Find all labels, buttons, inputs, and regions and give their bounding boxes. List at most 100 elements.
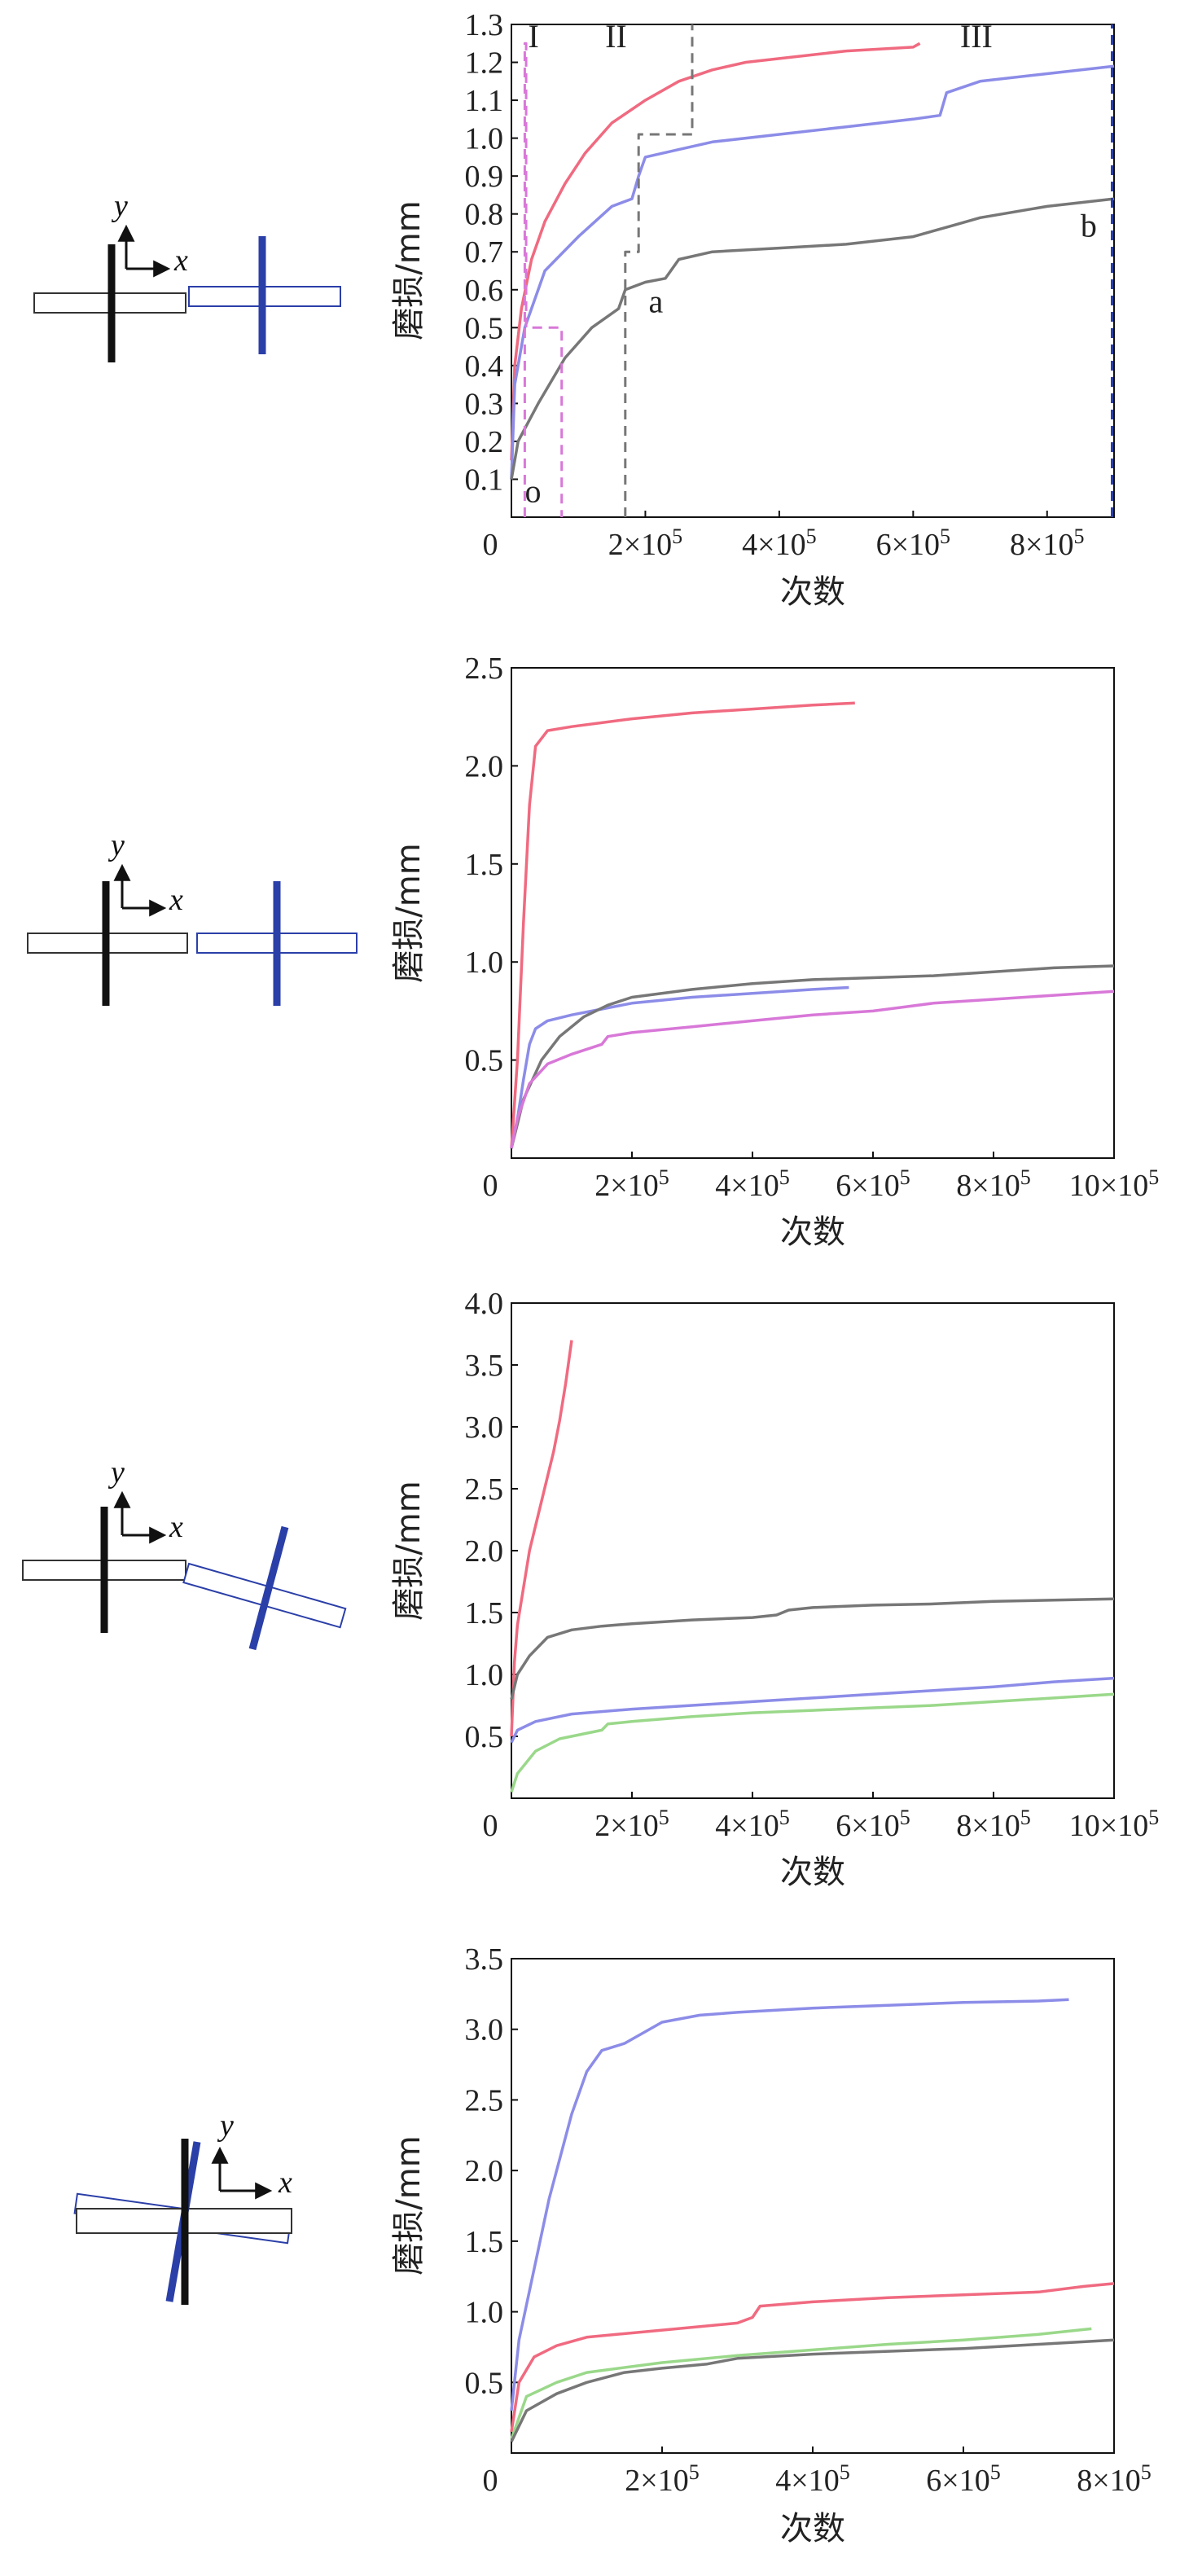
series-4-line [510,990,1115,1149]
x-tick-label: 0 [483,2464,498,2498]
plot-frame [511,24,1115,518]
y-tick-label: 4.0 [465,1287,504,1321]
chart-4: 0.5 1.0 1.5 2.0 2.5 3.0 3.5 0 2×105 4×105 6×105 8×… [390,1942,1152,2547]
y-tick-label: 1.3 [465,8,504,42]
y-tick-label: 2.5 [465,2083,504,2117]
x-tick-label: 2×105 [594,1806,669,1843]
schematic-4: y x [73,2109,292,2305]
y-tick-label: 0.5 [465,2366,504,2400]
y-tick-label: 3.5 [465,1349,504,1383]
series-3-line [510,197,1115,480]
series-1-line [510,701,855,1149]
x-tick-label: 4×105 [715,1165,789,1203]
schematic-1: y x [33,189,341,362]
x-axis-title: 次数 [780,573,845,611]
series-4-line [510,1692,1115,1793]
y-tick-label: 0.6 [465,274,504,308]
y-tick-label: 0.3 [465,387,504,421]
y-tick-label: 3.0 [465,2013,504,2047]
series-1-line [510,1340,573,1737]
annotation: III [960,18,993,55]
y-tick-label: 0.5 [465,311,504,345]
y-tick-label: 2.0 [465,1534,504,1569]
y-axis-label: y [107,828,125,862]
y-tick-label: 0.1 [465,463,504,497]
x-tick-label: 6×105 [926,2460,1000,2498]
series-4-line [510,2338,1115,2442]
y-tick-label: 3.0 [465,1411,504,1445]
x-axis-title: 次数 [780,1213,845,1251]
bar-blue [248,1525,289,1651]
y-axis-label: y [217,2109,234,2143]
series-2-line [510,1597,1115,1700]
x-axis-title: 次数 [780,2510,845,2547]
x-tick-label: 8×105 [956,1806,1030,1843]
y-tick-label: 3.5 [465,1942,504,1977]
x-axis-label: x [169,883,183,917]
x-tick-label: 4×105 [715,1806,789,1843]
y-tick-label: 0.7 [465,235,504,270]
plot-frame [511,667,1115,1159]
y-tick-label: 1.5 [465,848,504,882]
series-3-line [510,1676,1115,1744]
y-tick-label: 0.2 [465,425,504,459]
y-tick-label: 1.5 [465,2225,504,2259]
annotation: b [1081,208,1097,244]
annotation: II [605,18,627,55]
y-tick-label: 0.9 [465,160,504,194]
y-tick-label: 1.5 [465,1596,504,1630]
x-tick-label: 4×105 [742,524,816,562]
y-tick-label: 0.5 [465,1044,504,1078]
series-4-line [523,42,564,517]
chart-1: 0.10.20.30.40.50.60.70.80.91.01.11.21.3 … [390,8,1115,611]
series-2-line [510,64,1115,480]
x-tick-label: 8×105 [1010,524,1084,562]
y-axis-title: 磨损/mm [390,2135,428,2275]
x-tick-label: 10×105 [1069,1806,1159,1843]
annotation: I [529,18,539,55]
series-1-line [510,42,921,461]
y-tick-label: 2.5 [465,652,504,686]
y-axis-title: 磨损/mm [390,1481,428,1620]
x-tick-label: 4×105 [775,2460,849,2498]
x-axis-title: 次数 [780,1854,845,1891]
y-tick-label: 2.0 [465,749,504,783]
series-2-line [510,985,849,1149]
series-2-line [510,2282,1115,2433]
y-axis-label: y [107,1455,125,1490]
annotation: a [649,283,664,320]
x-tick-label: 0 [483,528,498,562]
x-tick-label: 0 [483,1809,498,1843]
chart-2: 0.5 1.0 1.5 2.0 2.5 0 2×105 4×105 6×105 8×105 10×… [390,652,1159,1251]
series-3-line [510,2327,1092,2440]
x-tick-label: 6×105 [876,524,950,562]
y-tick-label: 1.0 [465,122,504,156]
y-tick-label: 1.0 [465,946,504,980]
x-tick-label: 6×105 [836,1806,910,1843]
x-tick-label: 8×105 [1077,2460,1151,2498]
schematic-2: y x [27,828,358,1006]
y-tick-label: 2.0 [465,2154,504,2188]
y-tick-label: 1.1 [465,84,504,118]
series-1-line [510,1998,1069,2411]
series-3-line [510,964,1115,1149]
y-tick-label: 1.2 [465,46,504,81]
y-tick-label: 1.0 [465,1658,504,1692]
y-tick-label: 1.0 [465,2296,504,2330]
x-tick-label: 6×105 [836,1165,910,1203]
y-tick-label: 0.4 [465,349,504,384]
series-5-line [624,24,694,517]
x-tick-label: 0 [483,1169,498,1203]
x-tick-label: 2×105 [594,1165,669,1203]
x-axis-label: x [173,244,188,278]
schematic-3: y x [22,1455,347,1651]
x-tick-label: 2×105 [608,524,682,562]
y-tick-label: 0.5 [465,1720,504,1754]
plot-frame [511,1302,1115,1799]
chart-3: 0.5 1.0 1.5 2.0 2.5 3.0 3.5 4.0 0 2×105 4×105 6×10… [390,1287,1159,1891]
x-tick-label: 10×105 [1069,1165,1159,1203]
x-tick-label: 2×105 [625,2460,699,2498]
x-tick-label: 8×105 [956,1165,1030,1203]
x-axis-label: x [278,2166,292,2200]
